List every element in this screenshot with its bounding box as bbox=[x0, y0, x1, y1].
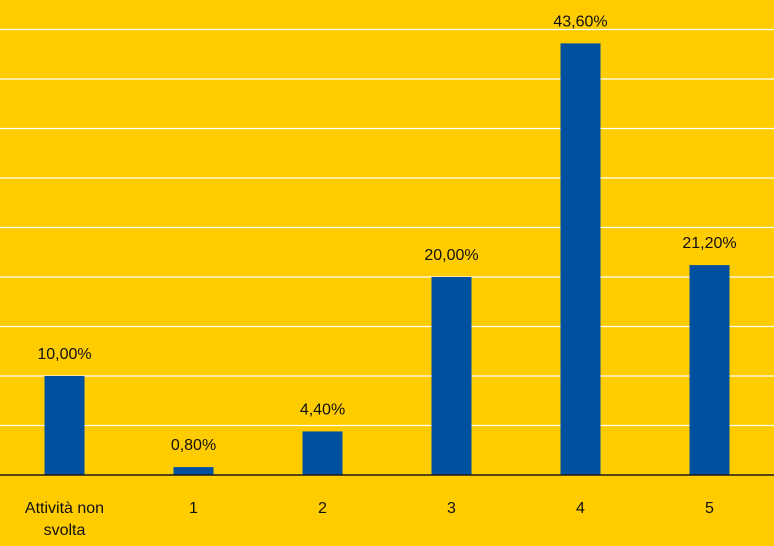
data-label: 10,00% bbox=[37, 346, 91, 363]
bars bbox=[44, 43, 730, 476]
data-label: 4,40% bbox=[300, 401, 345, 418]
bar bbox=[689, 265, 730, 475]
gridlines bbox=[0, 28, 774, 427]
bar bbox=[560, 43, 601, 476]
data-label: 21,20% bbox=[682, 235, 736, 252]
x-tick-label-line: svolta bbox=[44, 522, 86, 539]
x-tick-label-line: Attività non bbox=[25, 500, 104, 517]
data-label: 20,00% bbox=[424, 247, 478, 264]
x-tick-label-line: 4 bbox=[576, 500, 585, 517]
bar bbox=[173, 467, 214, 475]
x-tick-label: 1 bbox=[189, 500, 198, 517]
x-tick-label: 3 bbox=[447, 500, 456, 517]
x-tick-label-line: 1 bbox=[189, 500, 198, 517]
x-tick-label: Attività non svolta bbox=[25, 500, 104, 539]
x-tick-label-line: 2 bbox=[318, 500, 327, 517]
x-tick-label: 5 bbox=[705, 500, 714, 517]
data-label: 43,60% bbox=[553, 13, 607, 30]
bar bbox=[302, 431, 343, 475]
x-tick-labels: Attività non svolta 1 2 3 4 5 bbox=[25, 500, 714, 539]
bar bbox=[431, 277, 472, 475]
bar bbox=[44, 376, 85, 475]
data-labels: 10,00% 0,80% 4,40% 20,00% 43,60% 21,20% bbox=[37, 13, 736, 454]
x-tick-label: 2 bbox=[318, 500, 327, 517]
x-tick-label-line: 3 bbox=[447, 500, 456, 517]
x-tick-label: 4 bbox=[576, 500, 585, 517]
data-label: 0,80% bbox=[171, 437, 216, 454]
x-tick-label-line: 5 bbox=[705, 500, 714, 517]
